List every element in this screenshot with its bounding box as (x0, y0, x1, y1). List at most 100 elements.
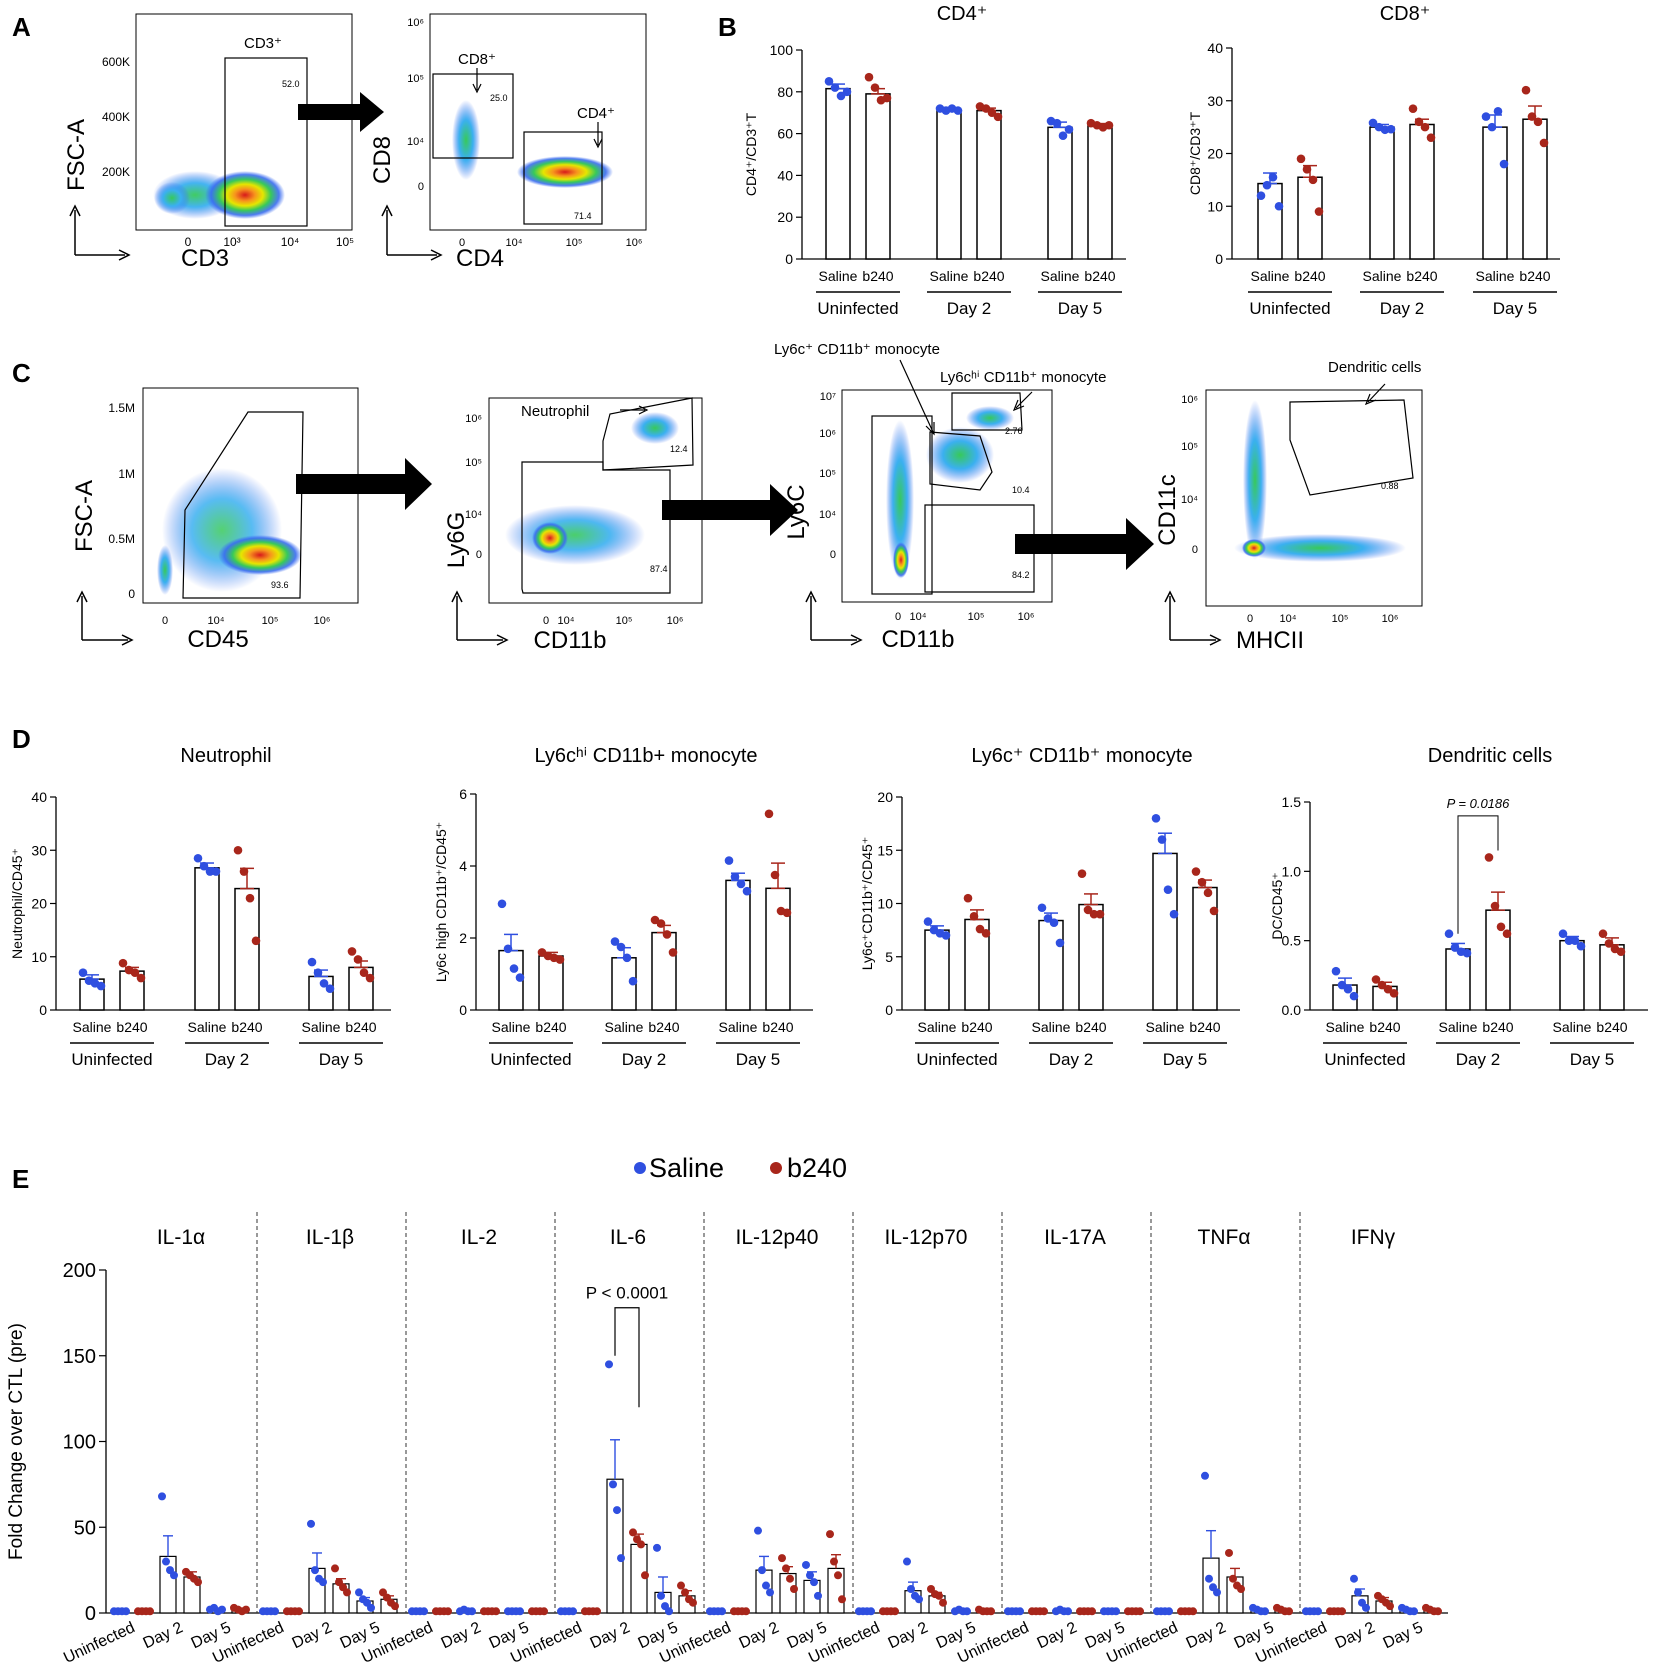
sub-label: b240 (762, 1019, 793, 1035)
sub-label: Saline (302, 1019, 341, 1035)
data-point (987, 1607, 995, 1616)
plot-frame (1205, 389, 1423, 607)
y-tick-label: 150 (63, 1346, 96, 1368)
data-point (1558, 929, 1568, 939)
gate-value: 87.4 (650, 564, 668, 574)
panel-label-a: A (12, 12, 31, 42)
data-point (613, 1506, 621, 1515)
data-point (391, 1602, 399, 1611)
sub-label: Saline (1439, 1019, 1478, 1035)
y-tick: 0 (830, 549, 836, 561)
data-point (826, 1530, 834, 1539)
data-point (420, 1607, 428, 1616)
density-blob (218, 535, 302, 575)
x-axis-label: CD11b (534, 627, 607, 654)
y-tick: 0 (418, 181, 424, 193)
data-point (762, 1581, 770, 1590)
bar (651, 931, 677, 1011)
data-point (1151, 814, 1161, 823)
group-label: Uninfected (490, 1050, 571, 1069)
y-tick-label: 0.5 (1282, 933, 1302, 949)
pointer-arrow-icon (472, 68, 482, 94)
x-tick: 10⁴ (208, 615, 225, 627)
group-label: Day 5 (736, 1050, 780, 1069)
data-point (882, 93, 892, 103)
density-blob (505, 505, 645, 565)
data-point (319, 1578, 327, 1587)
data-point (1337, 980, 1347, 990)
data-point (742, 886, 752, 896)
data-point (1350, 1574, 1358, 1583)
data-point (870, 83, 880, 92)
data-point (1444, 929, 1454, 939)
data-point (343, 1588, 351, 1597)
data-point (1499, 159, 1509, 169)
data-point (1256, 191, 1266, 200)
bar (924, 929, 950, 1011)
bar (1445, 948, 1471, 1011)
timepoint-label: Day 2 (439, 1619, 484, 1652)
significance-bracket (614, 1307, 640, 1408)
sub-label: Saline (1032, 1019, 1071, 1035)
data-point (824, 77, 834, 86)
y-tick-label: 1.0 (1282, 863, 1302, 879)
data-point (1570, 936, 1580, 945)
data-point (963, 893, 973, 903)
data-point (1268, 172, 1278, 182)
flow-plot-c2: Neutrophil 12.4 87.4 10⁶ 10⁵ 10⁴ 0 0 10⁴… (443, 397, 810, 654)
gate-dc (1289, 399, 1414, 496)
data-point (1410, 1607, 1418, 1616)
bar (194, 867, 220, 1011)
sub-label: b240 (1084, 268, 1115, 284)
y-axis-label: Ly6G (443, 512, 470, 568)
x-tick: 10⁵ (1332, 613, 1349, 625)
gate-cd3 (224, 57, 308, 227)
data-point (1089, 909, 1099, 919)
gating-arrow-icon (1015, 518, 1154, 570)
legend-label-saline: Saline (649, 1153, 724, 1183)
data-point (1296, 154, 1306, 164)
x-axis-label: CD3 (181, 245, 229, 272)
x-tick: 10⁶ (667, 615, 684, 627)
data-point (1049, 918, 1059, 927)
data-point (1055, 938, 1065, 948)
flow-plot-c3: Ly6c⁺ CD11b⁺ monocyte Ly6cʰⁱ CD11b⁺ mono… (774, 341, 1106, 653)
y-tick-label: 30 (31, 842, 47, 858)
y-tick-label: 0 (459, 1002, 467, 1018)
timepoint-label: Day 2 (290, 1619, 335, 1652)
x-tick: 10³ (223, 235, 240, 249)
data-point (162, 1557, 170, 1566)
y-tick-label: 50 (74, 1517, 96, 1539)
data-point (1450, 943, 1460, 952)
data-point (1331, 966, 1341, 976)
data-point (1527, 112, 1537, 121)
chart-title: Neutrophil (180, 745, 271, 767)
data-point (509, 964, 519, 973)
data-point (331, 1564, 339, 1573)
data-point (353, 955, 363, 964)
group-label: Day 5 (1163, 1050, 1207, 1069)
y-tick: 10⁵ (465, 457, 482, 469)
y-tick-label: 100 (63, 1432, 96, 1454)
x-tick: 10⁵ (566, 237, 583, 249)
data-point (1302, 165, 1312, 174)
data-point (555, 955, 565, 964)
data-point (1426, 133, 1436, 142)
y-tick-label: 100 (770, 42, 794, 58)
y-tick-label: 10 (877, 896, 893, 912)
x-tick: 0 (1247, 613, 1253, 625)
panel-label-b: B (718, 12, 737, 42)
data-point (1261, 1607, 1269, 1616)
y-tick-label: 6 (459, 786, 467, 802)
gate-cd11b-pos (924, 504, 1035, 593)
data-point (864, 72, 874, 82)
data-point (891, 1607, 899, 1616)
data-point (629, 1528, 637, 1537)
y-tick-label: 2 (459, 930, 467, 946)
y-axis-label: Ly6c⁺CD11b⁺/CD45⁺ (859, 837, 875, 970)
bar (606, 1478, 624, 1614)
x-tick: 10⁴ (558, 615, 575, 627)
cytokine-label: IL-2 (461, 1226, 497, 1249)
data-point (1237, 1584, 1245, 1593)
gate-label: CD8⁺ (458, 51, 496, 68)
